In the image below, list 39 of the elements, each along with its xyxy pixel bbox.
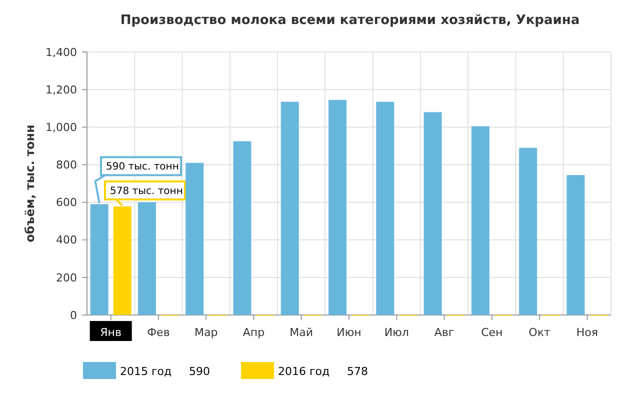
bar: [328, 100, 346, 315]
y-axis-title: объём, тыс. тонн: [23, 124, 37, 242]
x-tick-label: Янв: [100, 326, 122, 339]
bar: [280, 102, 299, 315]
y-tick-label: 600: [56, 196, 77, 210]
y-tick-label: 0: [70, 308, 77, 322]
y-tick-label: 1,400: [46, 46, 77, 59]
x-tick-label: Ноя: [576, 326, 598, 339]
bar: [424, 112, 442, 315]
x-tick-label: Мар: [194, 326, 218, 339]
bar: [90, 204, 108, 315]
bar: [376, 102, 394, 315]
text: 590: [189, 364, 210, 378]
x-tick-label: Окт: [528, 326, 551, 339]
annotation: 590 тыс. тонн: [106, 162, 179, 173]
y-tick-label: 1,000: [46, 120, 77, 134]
x-tick-label: Авг: [434, 326, 454, 339]
bar: [471, 126, 490, 315]
bar: [519, 148, 538, 315]
x-tick-label: Май: [290, 326, 314, 339]
x-tick-label: Июн: [336, 326, 362, 339]
chart-title: Производство молока всеми категориями хозяйств, Украина: [120, 13, 580, 28]
y-tick-label: 200: [56, 271, 77, 284]
bar: [233, 141, 252, 315]
x-tick-label: Июл: [384, 326, 409, 339]
x-tick-label: Апр: [242, 326, 265, 339]
text: 578: [347, 364, 368, 378]
legend-label: 2016 год: [278, 364, 330, 378]
bar: [566, 175, 585, 315]
bar: [186, 162, 204, 315]
annotation: 578 тыс. тонн: [110, 186, 183, 197]
legend-label: 2015 год: [120, 364, 172, 378]
y-tick-label: 1,200: [46, 83, 77, 96]
x-tick-label: Сен: [481, 326, 503, 339]
x-tick-label: Фев: [147, 326, 170, 339]
bar: [113, 206, 132, 315]
y-tick-label: 800: [56, 158, 77, 172]
bar: [138, 202, 156, 315]
y-tick-label: 400: [56, 234, 77, 247]
